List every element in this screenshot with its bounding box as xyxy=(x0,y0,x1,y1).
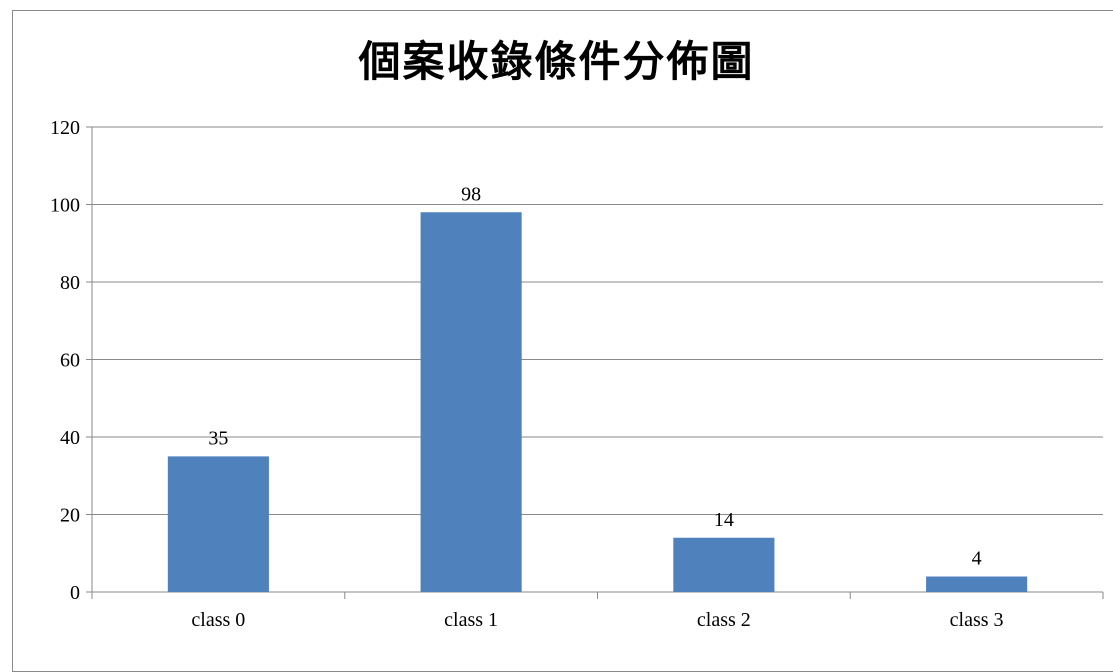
data-label: 35 xyxy=(208,427,228,449)
gridlines xyxy=(92,126,1103,515)
data-label: 4 xyxy=(972,548,982,570)
y-tick-label: 60 xyxy=(60,350,80,372)
data-label: 98 xyxy=(461,183,481,205)
x-tick-label: class 0 xyxy=(191,609,245,631)
y-tick-label: 120 xyxy=(50,117,80,139)
bars xyxy=(167,212,1028,592)
y-tick-label: 40 xyxy=(60,427,80,449)
bar-class-1 xyxy=(420,212,522,592)
labels: 0 20 40 60 80 100 120 35 class 0 98 class 1 14 class… xyxy=(50,117,1004,631)
chart-title: 個案收錄條件分佈圖 xyxy=(358,37,755,86)
x-tick-label: class 3 xyxy=(950,609,1004,631)
bar-class-3 xyxy=(926,576,1028,592)
y-tick-label: 20 xyxy=(60,505,80,527)
bar-class-2 xyxy=(673,537,775,592)
x-tick-label: class 2 xyxy=(697,609,751,631)
x-tick-label: class 1 xyxy=(444,609,498,631)
bar-chart: 0 20 40 60 80 100 120 35 class 0 98 class 1 14 class… xyxy=(50,117,1104,631)
bar-class-0 xyxy=(167,456,269,592)
data-label: 14 xyxy=(714,509,734,531)
y-tick-label: 100 xyxy=(50,195,80,217)
y-tick-label: 0 xyxy=(70,582,80,604)
y-tick-label: 80 xyxy=(60,272,80,294)
